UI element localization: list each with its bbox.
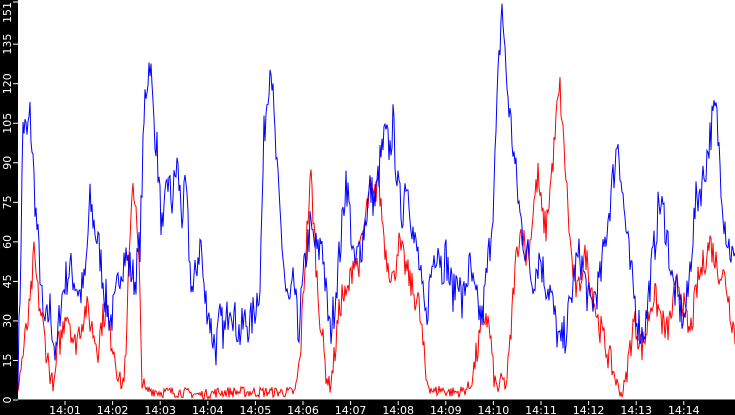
y-tick-label: 120 bbox=[1, 73, 14, 94]
x-tick-label: 14:07 bbox=[335, 404, 367, 415]
y-tick-label: 0 bbox=[1, 397, 14, 404]
y-tick-label: 30 bbox=[1, 314, 14, 328]
x-tick-label: 14:03 bbox=[144, 404, 176, 415]
y-tick-label: 45 bbox=[1, 274, 14, 288]
x-tick-label: 14:10 bbox=[478, 404, 510, 415]
x-tick-label: 14:02 bbox=[97, 404, 129, 415]
y-tick-label: 60 bbox=[1, 235, 14, 249]
blue-series-line bbox=[17, 3, 735, 389]
y-tick-label: 15 bbox=[1, 353, 14, 367]
x-tick-label: 14:09 bbox=[430, 404, 462, 415]
x-tick-label: 14:14 bbox=[668, 404, 700, 415]
x-tick-label: 14:05 bbox=[240, 404, 272, 415]
y-tick-label: 105 bbox=[1, 113, 14, 134]
x-tick-label: 14:11 bbox=[525, 404, 557, 415]
y-axis: 0 15 30 45 60 75 90 105 120 135 151 bbox=[1, 1, 18, 404]
red-series-line bbox=[17, 76, 735, 400]
y-tick-label: 90 bbox=[1, 156, 14, 170]
x-tick-label: 14:06 bbox=[287, 404, 319, 415]
x-tick-label: 14:08 bbox=[382, 404, 414, 415]
y-tick-label: 151 bbox=[1, 2, 14, 23]
x-tick-label: 14:04 bbox=[192, 404, 224, 415]
x-axis: 14:01 14:02 14:03 14:04 14:05 14:06 14:07 14:08… bbox=[49, 401, 700, 415]
x-tick-label: 14:01 bbox=[49, 404, 81, 415]
x-tick-label: 14:12 bbox=[573, 404, 605, 415]
y-tick-label: 75 bbox=[1, 195, 14, 209]
x-tick-label: 14:13 bbox=[620, 404, 652, 415]
y-tick-label: 135 bbox=[1, 34, 14, 55]
